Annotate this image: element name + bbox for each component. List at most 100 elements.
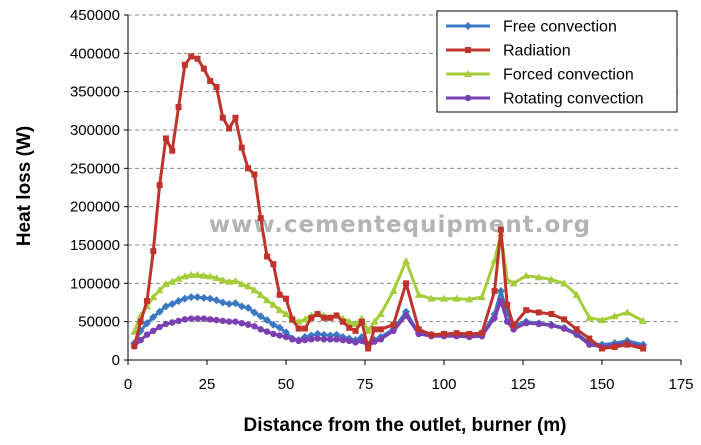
data-point (282, 328, 290, 337)
data-point (225, 318, 233, 325)
y-tick-label: 100000 (70, 275, 120, 292)
data-point (523, 307, 530, 314)
data-point (333, 312, 340, 319)
x-tick-label: 175 (668, 376, 693, 393)
y-tick-label: 450000 (70, 7, 120, 24)
data-point (440, 294, 448, 302)
data-point (547, 275, 556, 283)
data-point (453, 330, 460, 337)
data-point (314, 311, 321, 317)
data-point (250, 308, 259, 317)
data-point (250, 286, 259, 294)
data-point (232, 318, 239, 325)
data-point (225, 277, 234, 285)
legend: Free convection Radiation Forced convectio… (436, 10, 678, 113)
data-point (371, 326, 378, 333)
data-point (510, 322, 517, 329)
data-point (586, 341, 593, 348)
data-point (200, 65, 207, 72)
data-point (231, 299, 240, 308)
data-point (155, 307, 164, 316)
data-point (586, 335, 593, 342)
data-point (156, 323, 163, 331)
data-point (150, 248, 157, 255)
data-point (256, 312, 265, 321)
data-point (251, 171, 258, 178)
data-point (301, 336, 309, 344)
data-point (639, 316, 648, 324)
data-point (187, 270, 196, 278)
data-point (427, 294, 436, 302)
data-point (180, 272, 189, 280)
data-point (320, 336, 328, 343)
legend-swatch-marker (465, 47, 471, 53)
data-point (358, 337, 366, 345)
data-point (371, 338, 378, 345)
data-point (168, 300, 177, 309)
data-point (491, 314, 498, 322)
legend-item: Rotating convection (446, 91, 644, 108)
legend-label: Free convection (503, 19, 617, 36)
data-point (327, 336, 334, 343)
data-point (219, 317, 226, 325)
data-point (257, 215, 264, 222)
data-point (156, 182, 163, 189)
x-axis-title: Distance from the outlet, burner (m) (243, 415, 566, 436)
data-point (351, 319, 360, 327)
data-point (206, 294, 215, 303)
data-point (237, 280, 246, 288)
y-tick-label: 150000 (70, 237, 120, 254)
series-rotating-convection (131, 297, 647, 351)
x-tick-label: 0 (124, 376, 132, 393)
data-point (611, 343, 618, 350)
data-point (390, 327, 397, 335)
data-point (352, 327, 359, 334)
data-point (377, 326, 384, 333)
data-point (333, 336, 340, 343)
data-point (535, 309, 542, 316)
data-point (560, 325, 568, 332)
data-point (477, 293, 486, 301)
data-point (313, 329, 322, 338)
x-tick-label: 125 (510, 376, 535, 393)
data-point (308, 336, 315, 343)
data-point (610, 312, 619, 320)
data-point (465, 295, 474, 303)
legend-label: Radiation (503, 43, 571, 60)
data-point (585, 313, 594, 321)
data-point (364, 326, 373, 334)
data-point (263, 316, 272, 325)
data-point (231, 277, 240, 285)
data-point (376, 310, 385, 317)
data-point (244, 282, 253, 290)
y-tick-label: 0 (112, 352, 120, 369)
data-point (497, 226, 504, 233)
data-point (402, 312, 410, 319)
axes (124, 14, 682, 365)
data-point (295, 325, 302, 332)
y-tick-label: 200000 (70, 199, 120, 216)
data-point (269, 300, 278, 308)
data-point (289, 336, 296, 343)
data-point (181, 316, 189, 323)
data-point (244, 321, 252, 328)
data-point (149, 313, 158, 322)
data-point (256, 290, 265, 298)
data-point (509, 279, 518, 287)
data-point (365, 345, 372, 352)
data-point (301, 325, 308, 332)
data-point (428, 331, 435, 338)
data-point (346, 324, 353, 331)
data-point (377, 336, 384, 343)
legend-swatch-marker (464, 70, 472, 77)
data-point (403, 280, 410, 287)
legend-item: Forced convection (446, 67, 634, 84)
data-point (174, 274, 183, 282)
series-radiation (131, 53, 647, 352)
data-point (466, 330, 473, 337)
data-point (275, 323, 284, 332)
data-point (180, 294, 189, 303)
data-point (504, 301, 511, 308)
data-point (238, 144, 245, 151)
